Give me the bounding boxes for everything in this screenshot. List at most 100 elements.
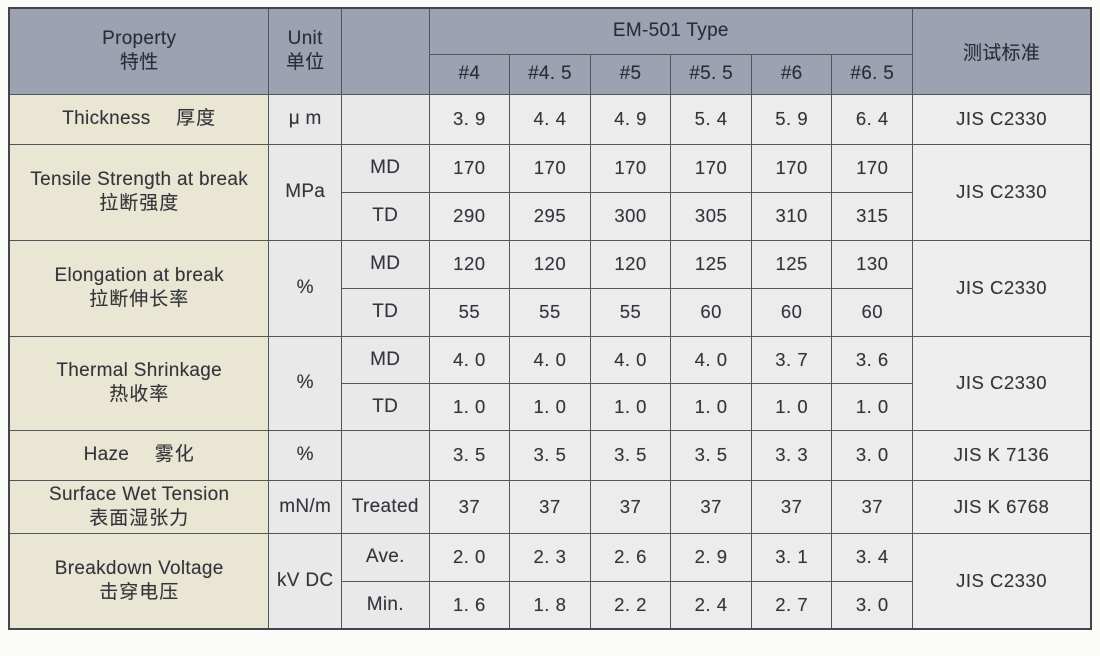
value-cell: 4. 0 bbox=[428, 335, 511, 384]
value-cell: 295 bbox=[509, 191, 591, 241]
condition-cell: MD bbox=[340, 143, 430, 193]
property-cell-shrinkage: Thermal Shrinkage 热收率 bbox=[8, 335, 270, 431]
property-en: Thickness bbox=[62, 108, 151, 130]
value-cell: 37 bbox=[750, 479, 833, 534]
value-cell: 3. 3 bbox=[750, 429, 833, 481]
standard-cell: JIS C2330 bbox=[912, 143, 1092, 241]
property-en: Surface Wet Tension bbox=[49, 483, 230, 505]
value-cell: 5. 4 bbox=[670, 93, 752, 145]
row-shrinkage-md: Thermal Shrinkage 热收率 % MD 4. 0 4. 0 4. … bbox=[8, 335, 1092, 431]
property-en: Haze bbox=[83, 444, 130, 466]
value-cell: 60 bbox=[831, 287, 914, 337]
unit-cell: kV DC bbox=[268, 532, 342, 630]
value-cell: 300 bbox=[589, 191, 672, 241]
value-cell: 1. 0 bbox=[750, 382, 833, 431]
property-cell-thickness: Thickness 厚度 bbox=[8, 93, 270, 145]
value-cell: 170 bbox=[750, 143, 833, 193]
row-shrinkage-td: TD 1. 0 1. 0 1. 0 1. 0 1. 0 1. 0 bbox=[9, 382, 1091, 431]
condition-cell: Treated bbox=[340, 479, 430, 534]
unit-cell: % bbox=[268, 239, 342, 337]
property-en: Breakdown Voltage bbox=[54, 558, 224, 579]
condition-cell: MD bbox=[340, 335, 430, 384]
unit-cell: % bbox=[268, 335, 342, 431]
condition-cell: TD bbox=[340, 191, 430, 241]
value-cell: 3. 6 bbox=[831, 335, 914, 384]
value-cell: 37 bbox=[831, 479, 914, 534]
value-cell: 3. 5 bbox=[589, 429, 672, 481]
value-cell: 37 bbox=[670, 479, 752, 534]
value-cell: 4. 0 bbox=[670, 335, 752, 384]
value-cell: 170 bbox=[589, 143, 672, 193]
value-cell: 55 bbox=[509, 287, 591, 337]
value-cell: 310 bbox=[750, 191, 833, 241]
value-cell: 37 bbox=[589, 479, 672, 534]
header-type-4-5: #4. 5 bbox=[509, 53, 591, 95]
value-cell: 4. 9 bbox=[589, 93, 672, 145]
header-property-zh: 特性 bbox=[119, 52, 159, 74]
value-cell: 3. 4 bbox=[831, 532, 914, 582]
value-cell: 1. 6 bbox=[428, 580, 511, 630]
value-cell: 4. 4 bbox=[509, 93, 591, 145]
property-zh: 击穿电压 bbox=[99, 581, 180, 603]
value-cell: 130 bbox=[831, 239, 914, 289]
value-cell: 37 bbox=[428, 479, 511, 534]
value-cell: 55 bbox=[428, 287, 511, 337]
unit-cell: mN/m bbox=[268, 479, 342, 534]
row-thickness: Thickness 厚度 μ m 3. 9 4. 4 4. 9 5. 4 5. … bbox=[8, 93, 1092, 145]
header-unit-en: Unit bbox=[287, 27, 323, 49]
row-breakdown-ave: Breakdown Voltage 击穿电压 kV DC Ave. 2. 0 2… bbox=[8, 532, 1092, 630]
property-cell-breakdown: Breakdown Voltage 击穿电压 bbox=[8, 532, 270, 630]
value-cell: 3. 0 bbox=[831, 580, 914, 630]
value-cell: 120 bbox=[589, 239, 672, 289]
condition-cell bbox=[340, 429, 430, 481]
value-cell: 125 bbox=[670, 239, 752, 289]
value-cell: 1. 0 bbox=[670, 382, 752, 431]
value-cell: 55 bbox=[589, 287, 672, 337]
header-row-types: #4 #4. 5 #5 #5. 5 #6 #6. 5 bbox=[9, 53, 1091, 95]
spec-table: Property 特性 Unit 单位 EM-501 Type 测试标准 #4 … bbox=[8, 7, 1092, 630]
property-en: Elongation at break bbox=[54, 265, 224, 287]
value-cell: 2. 3 bbox=[509, 532, 591, 582]
value-cell: 2. 4 bbox=[670, 580, 752, 630]
header-type-4: #4 bbox=[428, 53, 511, 95]
standard-cell: JIS C2330 bbox=[912, 93, 1092, 145]
value-cell: 1. 0 bbox=[831, 382, 914, 431]
value-cell: 60 bbox=[670, 287, 752, 337]
row-haze: Haze 雾化 % 3. 5 3. 5 3. 5 3. 5 3. 3 3. 0 … bbox=[8, 429, 1092, 481]
property-zh: 热收率 bbox=[109, 384, 170, 405]
property-zh: 拉断伸长率 bbox=[89, 289, 190, 310]
header-type-5-5: #5. 5 bbox=[670, 53, 752, 95]
header-property: Property 特性 bbox=[8, 7, 270, 95]
standard-cell: JIS C2330 bbox=[912, 239, 1092, 337]
header-type-5: #5 bbox=[589, 53, 672, 95]
property-cell-elongation: Elongation at break 拉断伸长率 bbox=[8, 239, 270, 337]
value-cell: 1. 0 bbox=[589, 382, 672, 431]
property-zh: 表面湿张力 bbox=[89, 507, 190, 529]
row-tensile-md: Tensile Strength at break 拉断强度 MPa MD 17… bbox=[8, 143, 1092, 241]
value-cell: 1. 0 bbox=[509, 382, 591, 431]
value-cell: 315 bbox=[831, 191, 914, 241]
property-cell-haze: Haze 雾化 bbox=[8, 429, 270, 481]
value-cell: 305 bbox=[670, 191, 752, 241]
value-cell: 2. 7 bbox=[750, 580, 833, 630]
unit-cell: MPa bbox=[268, 143, 342, 241]
value-cell: 3. 7 bbox=[750, 335, 833, 384]
condition-cell: Ave. bbox=[340, 532, 430, 582]
header-unit-zh: 单位 bbox=[285, 52, 325, 74]
property-en: Thermal Shrinkage bbox=[56, 360, 223, 382]
unit-cell: μ m bbox=[268, 93, 342, 145]
property-cell-wet-tension: Surface Wet Tension 表面湿张力 bbox=[8, 479, 270, 534]
value-cell: 60 bbox=[750, 287, 833, 337]
value-cell: 3. 5 bbox=[428, 429, 511, 481]
value-cell: 2. 9 bbox=[670, 532, 752, 582]
value-cell: 37 bbox=[509, 479, 591, 534]
row-elongation-td: TD 55 55 55 60 60 60 bbox=[9, 287, 1091, 337]
unit-cell: % bbox=[268, 429, 342, 481]
value-cell: 120 bbox=[509, 239, 591, 289]
value-cell: 170 bbox=[509, 143, 591, 193]
header-property-en: Property bbox=[102, 27, 177, 49]
property-zh: 雾化 bbox=[154, 444, 195, 466]
standard-cell: JIS K 7136 bbox=[912, 429, 1092, 481]
row-wet-tension: Surface Wet Tension 表面湿张力 mN/m Treated 3… bbox=[8, 479, 1092, 534]
value-cell: 120 bbox=[428, 239, 511, 289]
